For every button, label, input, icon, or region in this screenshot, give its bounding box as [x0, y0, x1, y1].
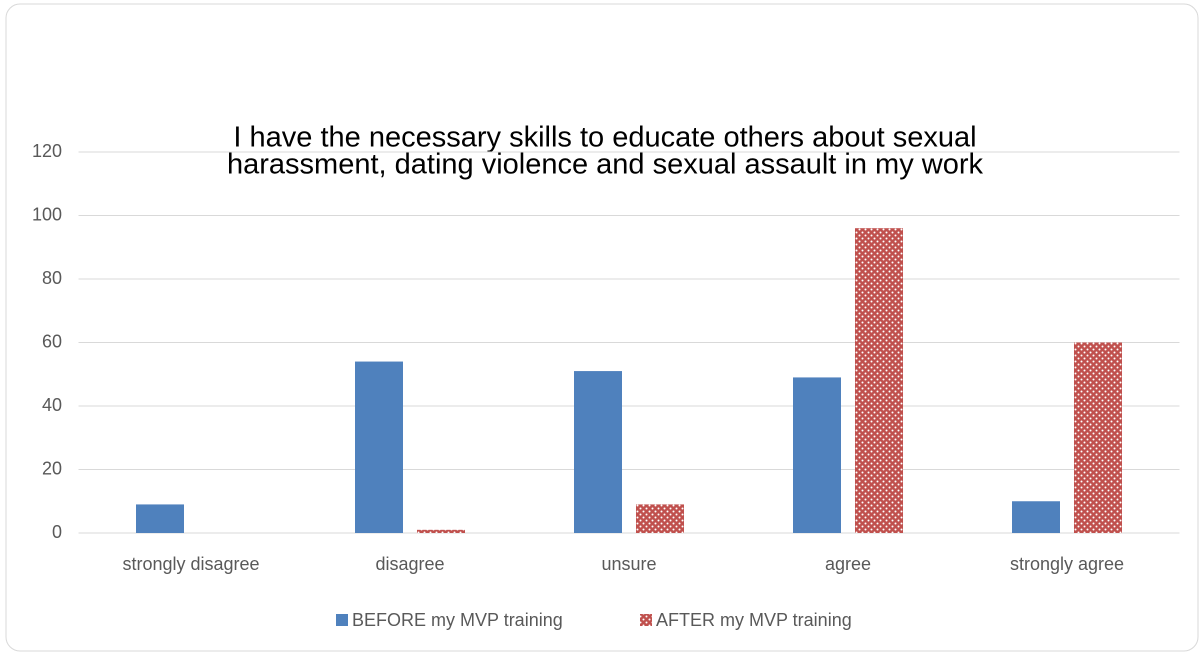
chart-title: harassment, dating violence and sexual a…	[227, 149, 983, 181]
bar	[136, 504, 184, 533]
bar	[1012, 501, 1060, 533]
x-tick-label: strongly agree	[1010, 554, 1124, 574]
bar	[417, 529, 465, 533]
legend-label: AFTER my MVP training	[656, 610, 852, 630]
y-tick-label: 80	[42, 268, 62, 288]
x-tick-label: disagree	[375, 554, 444, 574]
bar	[1074, 342, 1122, 533]
x-tick-label: unsure	[601, 554, 656, 574]
bar	[574, 371, 622, 533]
y-tick-label: 40	[42, 395, 62, 415]
bar	[355, 361, 403, 533]
y-tick-label: 0	[52, 522, 62, 542]
x-tick-label: strongly disagree	[122, 554, 259, 574]
bar	[855, 228, 903, 533]
chart-title: I have the necessary skills to educate o…	[233, 122, 976, 154]
bar	[793, 377, 841, 533]
legend-swatch	[336, 614, 348, 626]
bar	[636, 504, 684, 533]
x-tick-label: agree	[825, 554, 871, 574]
y-tick-label: 60	[42, 331, 62, 351]
y-tick-label: 120	[32, 141, 62, 161]
y-tick-label: 100	[32, 204, 62, 224]
y-tick-label: 20	[42, 458, 62, 478]
legend-swatch	[640, 614, 652, 626]
legend-label: BEFORE my MVP training	[352, 610, 563, 630]
